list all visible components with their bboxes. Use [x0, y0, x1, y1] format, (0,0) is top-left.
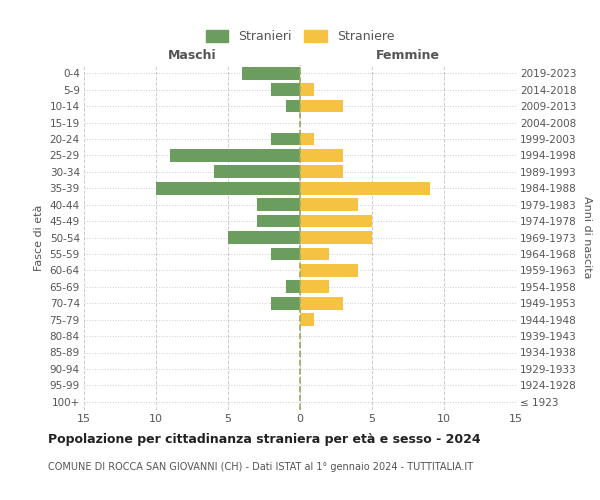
Bar: [300, 248, 329, 260]
Text: Popolazione per cittadinanza straniera per età e sesso - 2024: Popolazione per cittadinanza straniera p…: [48, 432, 481, 446]
Bar: [156, 182, 300, 194]
Bar: [300, 149, 343, 162]
Bar: [300, 231, 372, 244]
Text: COMUNE DI ROCCA SAN GIOVANNI (CH) - Dati ISTAT al 1° gennaio 2024 - TUTTITALIA.I: COMUNE DI ROCCA SAN GIOVANNI (CH) - Dati…: [48, 462, 473, 472]
Bar: [300, 182, 430, 194]
Bar: [271, 132, 300, 145]
Bar: [170, 149, 300, 162]
Text: Femmine: Femmine: [376, 48, 440, 62]
Bar: [257, 214, 300, 228]
Bar: [300, 100, 343, 112]
Bar: [300, 264, 358, 277]
Bar: [286, 100, 300, 112]
Bar: [300, 313, 314, 326]
Bar: [286, 280, 300, 293]
Bar: [242, 67, 300, 80]
Bar: [300, 166, 343, 178]
Bar: [271, 248, 300, 260]
Bar: [271, 297, 300, 310]
Bar: [300, 83, 314, 96]
Bar: [300, 132, 314, 145]
Bar: [257, 198, 300, 211]
Bar: [228, 231, 300, 244]
Text: Maschi: Maschi: [167, 48, 217, 62]
Legend: Stranieri, Straniere: Stranieri, Straniere: [202, 26, 398, 47]
Y-axis label: Anni di nascita: Anni di nascita: [583, 196, 592, 279]
Y-axis label: Fasce di età: Fasce di età: [34, 204, 44, 270]
Bar: [271, 83, 300, 96]
Bar: [214, 166, 300, 178]
Bar: [300, 297, 343, 310]
Bar: [300, 280, 329, 293]
Bar: [300, 198, 358, 211]
Bar: [300, 214, 372, 228]
